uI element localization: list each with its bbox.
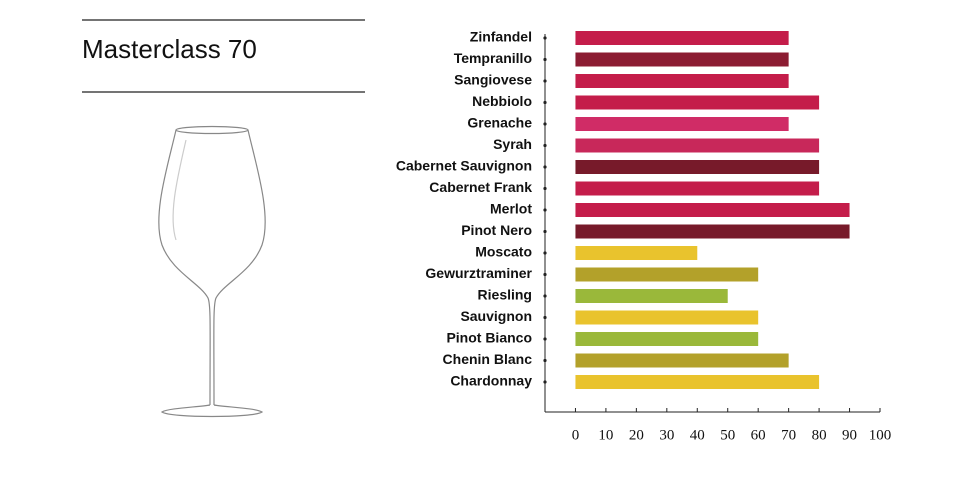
y-tick-label: Pinot Nero [461, 222, 532, 238]
bar [575, 224, 850, 239]
bar [575, 74, 789, 88]
y-tick-label: Cabernet Sauvignon [396, 158, 532, 174]
y-tick [543, 251, 547, 255]
bar [575, 138, 820, 153]
chart-title: Masterclass 70 [82, 34, 257, 64]
y-tick-label: Tempranillo [454, 50, 532, 66]
y-tick-label: Merlot [490, 201, 532, 217]
y-tick [543, 143, 547, 148]
x-tick-label: 10 [598, 427, 613, 443]
bar [575, 95, 820, 110]
bar [575, 117, 789, 131]
y-tick [543, 380, 547, 384]
y-tick [543, 57, 547, 62]
bar [575, 375, 820, 389]
bar [575, 310, 759, 325]
bar [575, 181, 820, 196]
x-tick-label: 90 [842, 427, 857, 443]
y-tick [543, 294, 547, 298]
y-tick [543, 165, 547, 169]
y-tick-label: Moscato [475, 244, 532, 260]
y-tick [543, 358, 547, 363]
bar [575, 332, 759, 346]
y-tick-label: Sauvignon [460, 308, 532, 324]
x-tick-label: 0 [572, 427, 580, 443]
bar [575, 31, 789, 45]
y-tick-label: Zinfandel [470, 29, 532, 45]
bar [575, 267, 759, 282]
y-tick [543, 100, 547, 105]
bar [575, 160, 820, 174]
y-tick [543, 79, 547, 83]
y-tick [543, 272, 547, 277]
y-tick [543, 122, 547, 126]
x-tick-label: 100 [869, 427, 892, 443]
y-tick-label: Gewurztraminer [425, 265, 532, 281]
bar [575, 52, 789, 67]
y-tick [543, 208, 547, 212]
y-tick-label: Sangiovese [454, 72, 532, 88]
y-tick [543, 315, 547, 320]
y-tick-label: Pinot Bianco [446, 330, 532, 346]
bar [575, 289, 728, 303]
y-tick [543, 186, 547, 191]
bar [575, 203, 850, 217]
x-tick-label: 80 [812, 427, 827, 443]
bar [575, 246, 698, 260]
x-tick-label: 30 [659, 427, 674, 443]
x-tick-label: 60 [751, 427, 766, 443]
y-tick-label: Nebbiolo [472, 93, 532, 109]
wine-glass [158, 125, 266, 418]
y-tick-label: Syrah [493, 136, 532, 152]
y-tick [543, 229, 547, 234]
x-tick-label: 50 [720, 427, 735, 443]
y-tick [543, 337, 547, 341]
y-tick-label: Riesling [478, 287, 532, 303]
bar [575, 353, 789, 368]
y-tick-label: Grenache [467, 115, 532, 131]
x-tick-label: 70 [781, 427, 796, 443]
y-tick-label: Chenin Blanc [443, 351, 533, 367]
y-tick-label: Cabernet Frank [429, 179, 532, 195]
y-tick [543, 36, 547, 40]
y-tick-label: Chardonnay [450, 373, 532, 389]
x-tick-label: 40 [690, 427, 705, 443]
x-tick-label: 20 [629, 427, 644, 443]
